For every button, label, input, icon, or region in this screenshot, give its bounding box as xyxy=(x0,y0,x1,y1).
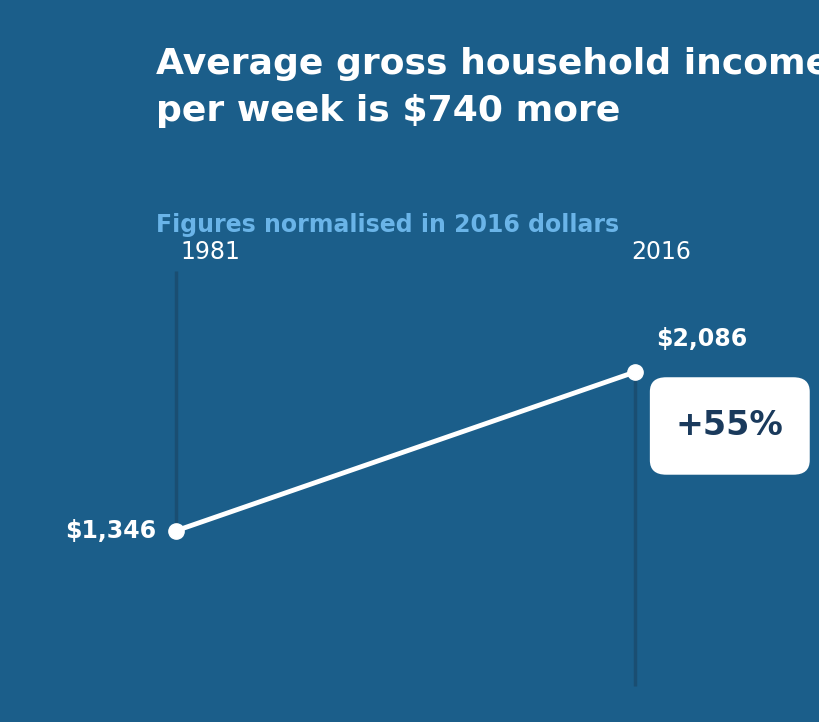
Text: $2,086: $2,086 xyxy=(655,327,746,352)
Text: Figures normalised in 2016 dollars: Figures normalised in 2016 dollars xyxy=(156,213,618,237)
Text: per week is $740 more: per week is $740 more xyxy=(156,94,619,128)
Text: Average gross household income: Average gross household income xyxy=(156,47,819,81)
FancyBboxPatch shape xyxy=(649,377,809,475)
Text: +55%: +55% xyxy=(675,409,783,443)
Text: $1,346: $1,346 xyxy=(65,518,156,543)
Text: 1981: 1981 xyxy=(180,240,240,264)
Text: 2016: 2016 xyxy=(631,240,690,264)
